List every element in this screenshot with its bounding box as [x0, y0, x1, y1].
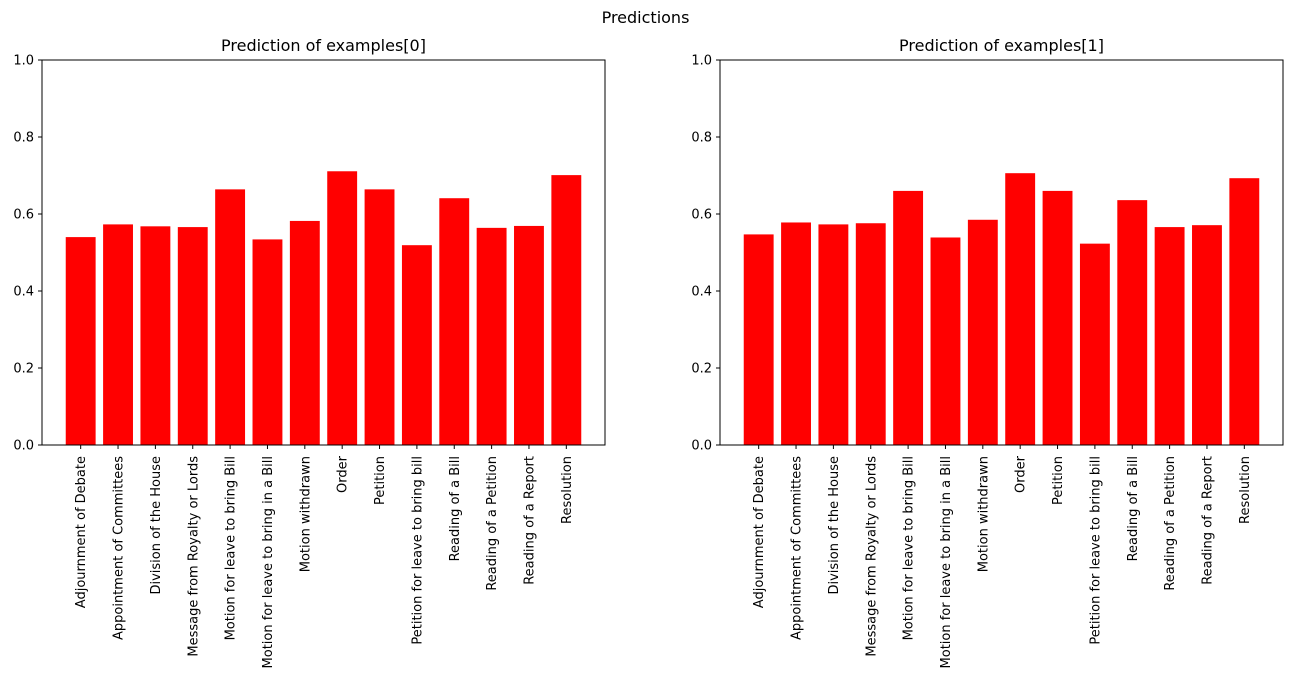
- chart-0-frame: [41, 59, 606, 446]
- chart-1-ytick-label-5: 1.0: [691, 54, 712, 69]
- chart-1-bar-12: [1192, 225, 1222, 445]
- chart-0-xtick-label-3: Message from Royalty or Lords: [186, 456, 201, 657]
- chart-0-xtick-label-13: Resolution: [560, 456, 575, 524]
- chart-1-xtick-label-11: Reading of a Petition: [1163, 456, 1178, 591]
- chart-1-ytick-label-2: 0.4: [691, 285, 712, 300]
- chart-0-bar-0: [65, 237, 96, 445]
- chart-0-xtick-label-7: Order: [336, 455, 351, 493]
- chart-0-title: Prediction of examples[0]: [221, 36, 426, 55]
- chart-1-bar-4: [893, 190, 924, 445]
- chart-0-bar-11: [476, 227, 507, 445]
- chart-0-bar-8: [364, 189, 395, 445]
- chart-1-bar-6: [967, 219, 998, 445]
- chart-1-xtick-label-6: Motion withdrawn: [976, 456, 991, 572]
- chart-1-bar-0: [743, 234, 774, 445]
- chart-1-bar-11: [1154, 227, 1185, 445]
- chart-1-bar-2: [818, 224, 849, 445]
- chart-1-bar-13: [1229, 178, 1260, 445]
- chart-0-ytick-label-1: 0.2: [13, 362, 34, 377]
- chart-1-xtick-label-9: Petition for leave to bring bill: [1088, 456, 1103, 645]
- chart-0-ytick-label-4: 0.8: [13, 131, 34, 146]
- figure-title: Predictions: [601, 8, 690, 27]
- chart-0-xtick-label-8: Petition: [373, 456, 388, 505]
- chart-1-xtick-label-5: Motion for leave to bring in a Bill: [939, 456, 954, 668]
- chart-0-xtick-label-6: Motion withdrawn: [298, 456, 313, 572]
- chart-0-xtick-label-10: Reading of a Bill: [448, 456, 463, 561]
- chart-1-bar-8: [1042, 190, 1073, 445]
- chart-1-bar-7: [1005, 173, 1036, 445]
- chart-0-ytick-label-2: 0.4: [13, 285, 34, 300]
- chart-1-ytick-label-0: 0.0: [691, 439, 712, 454]
- chart-1-xtick-label-8: Petition: [1051, 456, 1066, 505]
- chart-0-bar-4: [215, 189, 246, 445]
- chart-1-ytick-label-4: 0.8: [691, 131, 712, 146]
- chart-0-ytick-label-3: 0.6: [13, 208, 34, 223]
- chart-1-title: Prediction of examples[1]: [899, 36, 1104, 55]
- chart-0-bar-3: [177, 227, 208, 445]
- chart-0-xtick-label-5: Motion for leave to bring in a Bill: [261, 456, 276, 668]
- chart-0-bar-2: [140, 226, 171, 445]
- chart-0-xtick-label-9: Petition for leave to bring bill: [410, 456, 425, 645]
- chart-1-xtick-label-4: Motion for leave to bring Bill: [902, 456, 917, 640]
- chart-0-bar-1: [103, 224, 133, 445]
- chart-0-bar-9: [401, 245, 432, 445]
- chart-1-xtick-label-12: Reading of a Report: [1200, 456, 1215, 585]
- chart-0-xtick-label-1: Appointment of Committees: [112, 456, 127, 640]
- chart-0-xtick-label-4: Motion for leave to bring Bill: [224, 456, 239, 640]
- chart-1-xtick-label-7: Order: [1014, 455, 1029, 493]
- chart-0-ytick-label-5: 1.0: [13, 54, 34, 69]
- chart-1-xtick-label-2: Division of the House: [827, 456, 842, 595]
- chart-1-bar-10: [1117, 200, 1148, 445]
- chart-0-bar-10: [439, 198, 470, 445]
- chart-1-bar-5: [930, 237, 961, 445]
- chart-1-xtick-label-10: Reading of a Bill: [1126, 456, 1141, 561]
- chart-0-xtick-label-2: Division of the House: [149, 456, 164, 595]
- chart-0-bar-6: [289, 220, 320, 445]
- chart-0-ytick-label-0: 0.0: [13, 439, 34, 454]
- chart-0-bar-7: [327, 171, 358, 445]
- chart-1-xtick-label-1: Appointment of Committees: [790, 456, 805, 640]
- chart-1-bar-3: [855, 223, 886, 445]
- chart-0-bar-12: [514, 225, 544, 445]
- chart-1-ytick-label-3: 0.6: [691, 208, 712, 223]
- chart-0-xtick-label-12: Reading of a Report: [522, 456, 537, 585]
- chart-0-bar-13: [551, 175, 582, 446]
- chart-1-xtick-label-0: Adjournment of Debate: [752, 456, 767, 608]
- chart-1-bar-9: [1079, 243, 1110, 445]
- chart-0-xtick-label-0: Adjournment of Debate: [74, 456, 89, 608]
- chart-1-ytick-label-1: 0.2: [691, 362, 712, 377]
- chart-0-bar-5: [252, 239, 283, 445]
- chart-1-xtick-label-13: Resolution: [1238, 456, 1253, 524]
- chart-1-xtick-label-3: Message from Royalty or Lords: [864, 456, 879, 657]
- chart-1-bar-1: [781, 222, 811, 445]
- chart-0-xtick-label-11: Reading of a Petition: [485, 456, 500, 591]
- chart-1-frame: [719, 59, 1284, 446]
